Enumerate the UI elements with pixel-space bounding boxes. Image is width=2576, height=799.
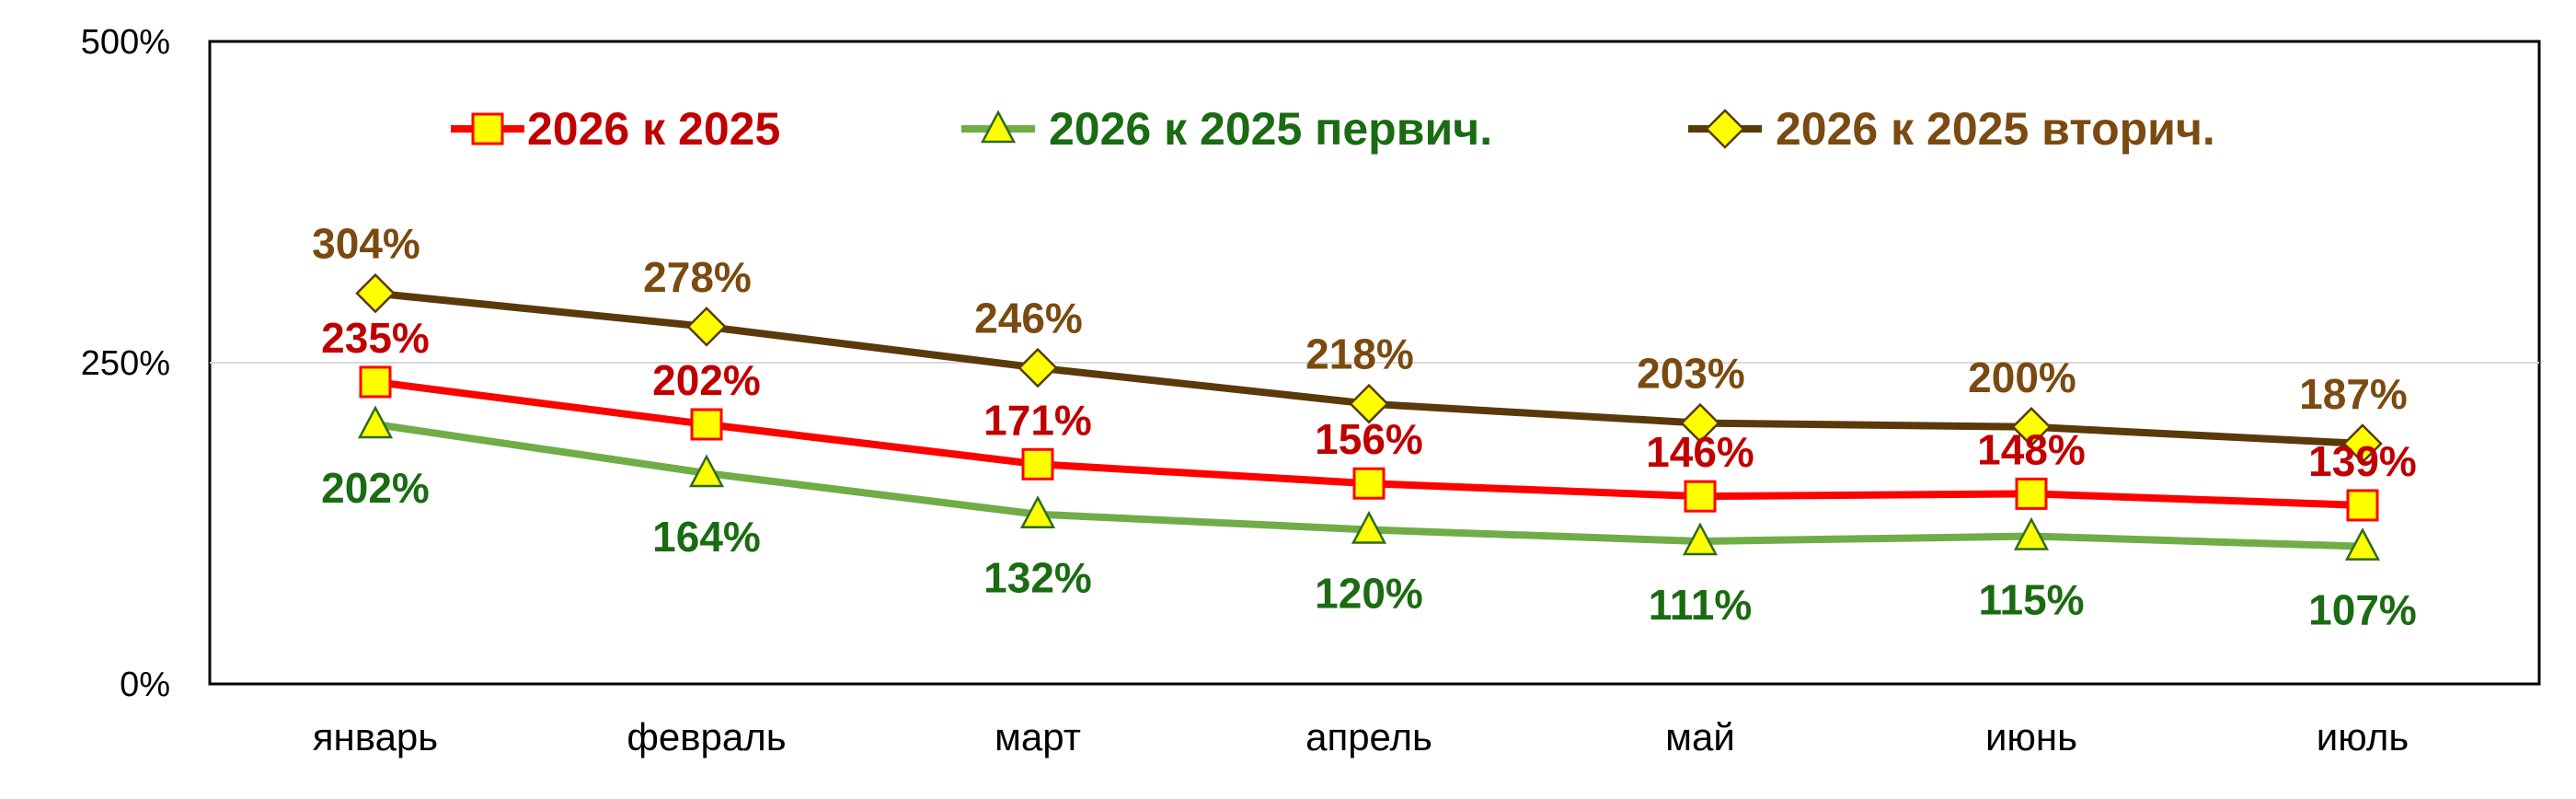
series-2026-vs-2025-data-label: 139%: [2308, 437, 2417, 485]
series-primary-data-label: 111%: [1649, 581, 1753, 629]
x-category-label: март: [995, 715, 1081, 758]
series-2026-vs-2025-data-label: 202%: [652, 356, 761, 404]
series-2026-vs-2025-data-label: 171%: [983, 396, 1092, 444]
series-primary-data-label: 132%: [983, 554, 1092, 602]
series-primary-data-label: 164%: [652, 513, 761, 561]
series-secondary-point: [686, 307, 727, 347]
series-secondary-point: [1680, 402, 1720, 444]
series-2026-vs-2025-point: [1352, 467, 1386, 500]
series-secondary-point: [2342, 423, 2383, 464]
series-primary-point: [688, 454, 725, 488]
series-2026-vs-2025-point: [690, 408, 723, 441]
x-category-label: апрель: [1305, 715, 1432, 758]
series-secondary-point: [1018, 347, 1058, 388]
series-2026-vs-2025-point: [2346, 489, 2379, 522]
series-secondary-data-label: 304%: [312, 220, 420, 268]
series-primary-data-label: 115%: [1978, 575, 2084, 623]
series-2026-vs-2025-data-label: 148%: [1977, 425, 2086, 473]
y-tick-label: 250%: [81, 344, 170, 383]
x-category-label: июль: [2317, 715, 2409, 758]
series-primary-point: [2344, 527, 2381, 561]
series-primary-point: [1351, 510, 1387, 544]
x-category-label: февраль: [627, 715, 786, 758]
x-category-label: июнь: [1985, 715, 2077, 758]
legend-entry-label: 2026 к 2025: [527, 103, 780, 155]
series-secondary-data-label: 203%: [1637, 350, 1745, 398]
series-primary-data-label: 202%: [321, 464, 430, 512]
series-secondary-data-label: 218%: [1305, 330, 1414, 378]
series-primary-point: [1019, 495, 1056, 528]
series-2026-vs-2025-point: [1021, 447, 1054, 481]
y-tick-label: 0%: [120, 666, 170, 704]
series-2026-vs-2025-point: [1684, 480, 1717, 513]
series-secondary-data-label: 187%: [2299, 370, 2408, 418]
series-2026-vs-2025-data-label: 156%: [1315, 415, 1423, 463]
series-primary-data-label: 107%: [2308, 586, 2417, 634]
legend-marker: [1705, 109, 1745, 149]
legend-marker: [980, 110, 1017, 144]
series-secondary-data-label: 278%: [643, 253, 752, 301]
x-category-label: май: [1665, 715, 1735, 758]
legend-marker: [471, 112, 504, 145]
series-primary-data-label: 120%: [1315, 569, 1423, 617]
series-secondary-point: [355, 272, 396, 314]
series-2026-vs-2025-data-label: 235%: [321, 314, 430, 362]
series-2026-vs-2025-point: [359, 365, 392, 399]
series-secondary-data-label: 246%: [974, 295, 1083, 342]
series-primary-point: [357, 405, 394, 439]
legend-entry-label: 2026 к 2025 вторич.: [1776, 103, 2215, 155]
series-2026-vs-2025-data-label: 146%: [1646, 428, 1754, 476]
series-primary-point: [2013, 516, 2050, 550]
series-secondary-data-label: 200%: [1968, 353, 2076, 401]
series-primary-point: [1682, 522, 1719, 556]
series-secondary-point: [2011, 407, 2052, 447]
x-category-label: январь: [313, 715, 438, 758]
legend-entry-label: 2026 к 2025 первич.: [1049, 103, 1492, 155]
y-tick-label: 500%: [81, 23, 170, 62]
series-secondary-point: [1349, 383, 1389, 424]
series-2026-vs-2025-point: [2015, 477, 2048, 510]
